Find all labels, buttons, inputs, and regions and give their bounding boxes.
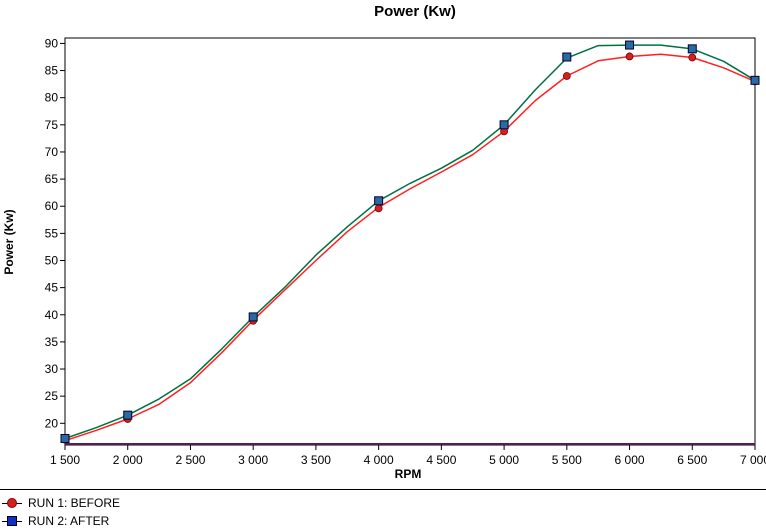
x-tick-label: 5 000 bbox=[489, 453, 519, 467]
data-point-series-2[interactable] bbox=[60, 433, 70, 443]
y-axis-label: Power (Kw) bbox=[2, 209, 16, 274]
y-axis: 20 25 30 35 40 45 50 55 60 65 70 75 80 85 90 bbox=[45, 36, 65, 430]
y-tick-label: 50 bbox=[45, 253, 59, 267]
x-tick-label: 4 000 bbox=[364, 453, 394, 467]
legend-label: RUN 1: BEFORE bbox=[28, 496, 121, 510]
series-line-1 bbox=[64, 53, 756, 442]
data-point-series-2[interactable] bbox=[687, 44, 697, 54]
y-tick-label: 45 bbox=[45, 281, 59, 295]
y-tick-label: 30 bbox=[45, 362, 59, 376]
y-tick-label: 90 bbox=[45, 36, 59, 50]
data-point-series-1[interactable] bbox=[374, 204, 383, 213]
data-point-series-2[interactable] bbox=[248, 312, 258, 322]
x-tick-label: 7 000 bbox=[740, 453, 766, 467]
y-tick-label: 55 bbox=[45, 226, 59, 240]
y-tick-label: 70 bbox=[45, 145, 59, 159]
legend-label: RUN 2: AFTER bbox=[28, 514, 110, 528]
plot-area bbox=[64, 37, 756, 446]
data-point-series-2[interactable] bbox=[499, 120, 509, 130]
x-tick-label: 2 500 bbox=[175, 453, 205, 467]
x-tick-label: 6 000 bbox=[615, 453, 645, 467]
x-tick-label: 3 500 bbox=[301, 453, 331, 467]
legend: RUN 1: BEFORE RUN 2: AFTER bbox=[0, 494, 766, 530]
y-tick-label: 80 bbox=[45, 91, 59, 105]
data-point-series-2[interactable] bbox=[123, 410, 133, 420]
legend-item-run1[interactable]: RUN 1: BEFORE bbox=[0, 494, 766, 512]
series-layer bbox=[60, 40, 760, 444]
blue-square-icon bbox=[7, 516, 17, 526]
red-circle-icon bbox=[7, 498, 17, 508]
y-tick-label: 60 bbox=[45, 199, 59, 213]
x-axis-label: RPM bbox=[395, 467, 422, 481]
y-tick-label: 40 bbox=[45, 308, 59, 322]
legend-divider bbox=[0, 489, 766, 490]
x-tick-label: 5 500 bbox=[552, 453, 582, 467]
y-tick-label: 75 bbox=[45, 118, 59, 132]
data-point-series-1[interactable] bbox=[625, 52, 634, 61]
x-axis: 1 500 2 000 2 500 3 000 3 500 4 000 4 500 5 000… bbox=[50, 445, 766, 467]
legend-item-run2[interactable]: RUN 2: AFTER bbox=[0, 512, 766, 530]
x-tick-label: 2 000 bbox=[113, 453, 143, 467]
y-tick-label: 20 bbox=[45, 416, 59, 430]
data-point-series-2[interactable] bbox=[374, 196, 384, 206]
data-point-series-2[interactable] bbox=[750, 75, 760, 85]
data-point-series-1[interactable] bbox=[562, 72, 571, 80]
power-chart: Power (Kw) 20 25 30 35 40 45 50 55 60 65 70 75 80 85 9… bbox=[2, 3, 766, 481]
series-line-2 bbox=[64, 44, 756, 440]
data-point-series-2[interactable] bbox=[562, 52, 572, 62]
chart-title: Power (Kw) bbox=[374, 3, 456, 20]
x-tick-label: 4 500 bbox=[426, 453, 456, 467]
data-point-series-1[interactable] bbox=[688, 53, 697, 62]
y-tick-label: 25 bbox=[45, 389, 59, 403]
y-tick-label: 65 bbox=[45, 172, 59, 186]
x-tick-label: 6 500 bbox=[677, 453, 707, 467]
x-tick-label: 3 000 bbox=[238, 453, 268, 467]
data-point-series-2[interactable] bbox=[625, 40, 635, 50]
x-tick-label: 1 500 bbox=[50, 453, 80, 467]
y-tick-label: 85 bbox=[45, 64, 59, 78]
y-tick-label: 35 bbox=[45, 335, 59, 349]
